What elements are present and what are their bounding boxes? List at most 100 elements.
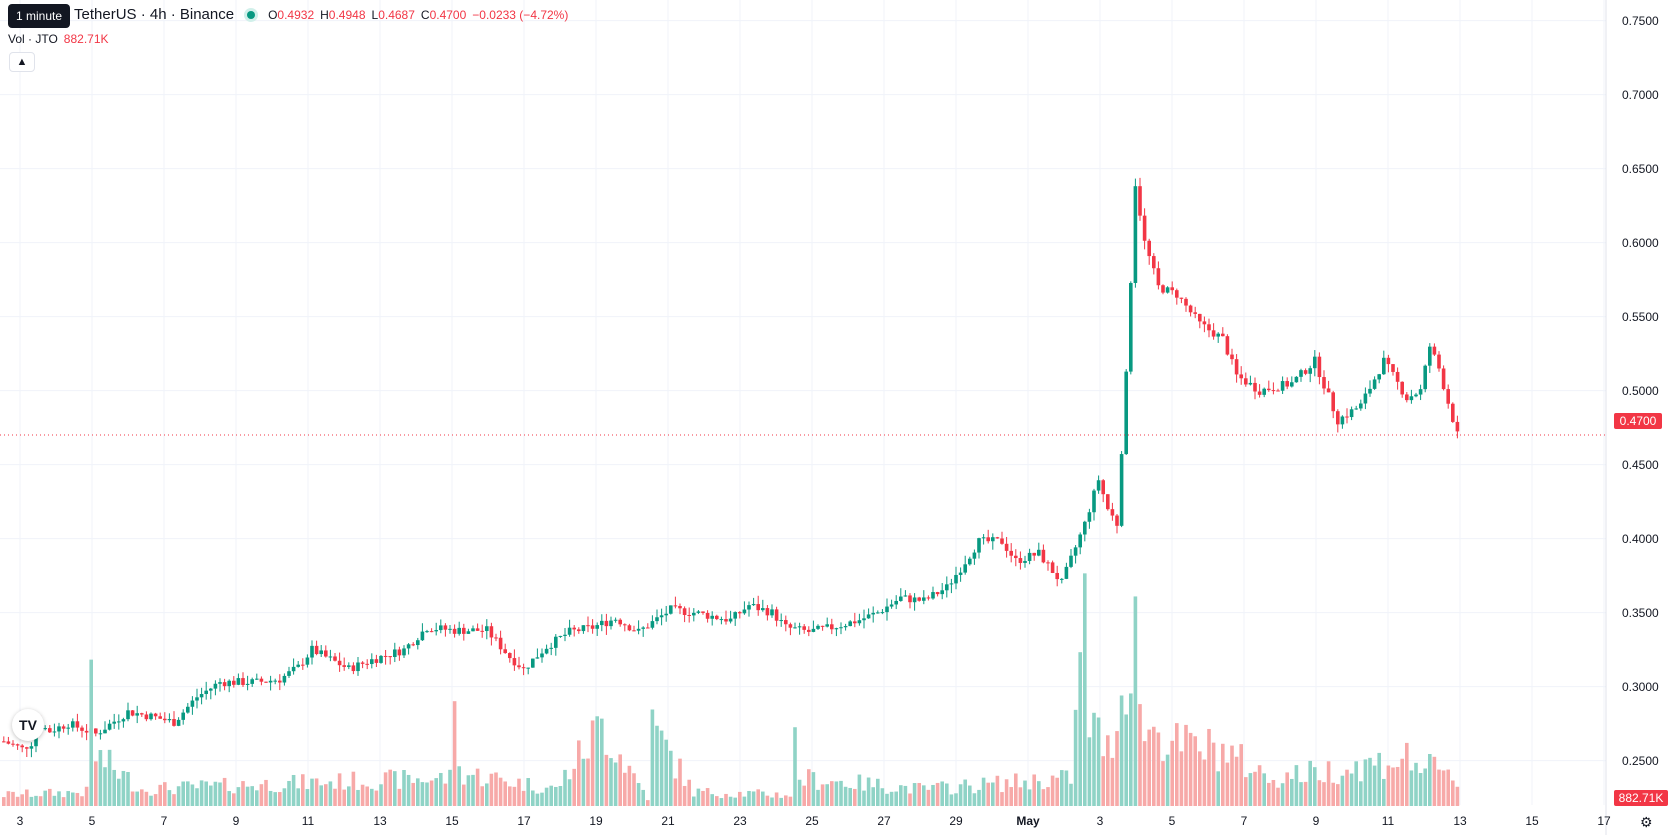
candle-body [264, 681, 268, 683]
candle-body [1418, 389, 1423, 395]
candle-body [595, 625, 599, 629]
volume-bar [112, 769, 116, 806]
volume-legend[interactable]: Vol · JTO 882.71K [8, 32, 109, 46]
candle-body [328, 656, 333, 658]
candle-body [751, 604, 756, 606]
price-tick-label: 0.6000 [1622, 235, 1659, 250]
candle-body [1257, 391, 1262, 395]
time-tick-label: 7 [1240, 814, 1248, 828]
candle-body [176, 719, 181, 726]
candle-body [98, 733, 103, 735]
candle-body [1188, 305, 1193, 313]
candle-body [420, 631, 425, 641]
volume-bar [80, 796, 84, 806]
candle-body [1432, 346, 1437, 355]
volume-bar [669, 750, 673, 806]
candle-body [393, 649, 397, 657]
candle-body [544, 648, 549, 654]
volume-bar [186, 781, 190, 806]
volume-bar [912, 783, 917, 806]
collapse-legend-button[interactable]: ▲ [9, 52, 35, 72]
candle-body [71, 721, 75, 728]
candle-body [337, 660, 342, 666]
volume-bar [107, 749, 112, 806]
time-tick-label: 25 [805, 814, 819, 828]
candle-body [48, 728, 52, 733]
candle-body [80, 727, 84, 731]
volume-bar [1276, 787, 1280, 806]
volume-bar [255, 790, 259, 806]
candle-body [282, 675, 287, 683]
candle-body [678, 605, 682, 609]
volume-bar [1198, 751, 1202, 806]
volume-bar [1395, 766, 1400, 806]
volume-bar [296, 788, 300, 806]
volume-bar [218, 782, 222, 806]
volume-bar [871, 787, 875, 806]
volume-bar [1188, 732, 1193, 806]
volume-bar [1386, 765, 1391, 806]
volume-bar [135, 791, 139, 806]
volume-bar [1055, 777, 1059, 806]
volume-bar [351, 771, 356, 806]
time-tick-label: 15 [1525, 814, 1539, 828]
volume-bar [866, 777, 871, 806]
volume-bar [1230, 745, 1234, 806]
candle-body [931, 592, 935, 599]
volume-bar [788, 796, 793, 806]
symbol-legend[interactable]: TetherUS · 4h · Binance O0.4932 H0.4948 … [8, 6, 568, 23]
volume-bar [1409, 770, 1414, 806]
candle-body [15, 744, 20, 746]
candle-body [807, 629, 811, 632]
volume-bar [650, 709, 655, 806]
volume-bar [1147, 729, 1151, 806]
volume-bar [1377, 752, 1381, 806]
candle-body [425, 631, 429, 633]
volume-bar [1069, 783, 1073, 806]
candle-body [779, 620, 783, 622]
candle-body [1340, 416, 1345, 425]
candle-body [347, 665, 351, 667]
candle-body [324, 650, 328, 657]
volume-bar [153, 794, 158, 806]
time-tick-label: 21 [661, 814, 675, 828]
time-tick-label: 27 [877, 814, 891, 828]
volume-bar [1216, 771, 1220, 806]
candle-body [636, 628, 641, 631]
gear-icon[interactable]: ⚙ [1640, 814, 1653, 830]
volume-bar [1428, 754, 1432, 806]
symbol-title[interactable]: TetherUS · 4h · Binance [74, 6, 235, 23]
candle-body [738, 612, 742, 614]
candle-body [1221, 333, 1225, 337]
candle-body [1023, 560, 1027, 563]
volume-bar [1299, 782, 1303, 806]
volume-bar [526, 778, 530, 806]
time-tick-label: 29 [949, 814, 963, 828]
volume-bar [1257, 765, 1262, 806]
candle-body [1248, 382, 1253, 385]
tradingview-logo[interactable]: TV [12, 709, 44, 741]
candle-body [1326, 388, 1331, 393]
candle-body [1073, 547, 1078, 556]
volume-bar [908, 793, 912, 806]
candle-body [650, 621, 655, 628]
candle-body [655, 617, 659, 622]
candle-body [1382, 357, 1386, 375]
candle-body [1087, 512, 1092, 522]
candle-body [1428, 346, 1432, 366]
volume-bar [1253, 771, 1257, 806]
volume-bar [715, 796, 719, 806]
candle-body [351, 665, 356, 672]
candle-body [618, 619, 622, 625]
volume-bar [1106, 735, 1110, 806]
candle-body [554, 636, 558, 648]
price-tick-label: 0.4500 [1622, 457, 1659, 472]
volume-bar [958, 784, 963, 806]
volume-bar [1027, 789, 1032, 806]
candle-body [342, 665, 346, 667]
volume-bar [581, 758, 586, 806]
candle-body [903, 595, 908, 597]
volume-bar [1400, 758, 1404, 806]
candle-body [218, 682, 222, 684]
